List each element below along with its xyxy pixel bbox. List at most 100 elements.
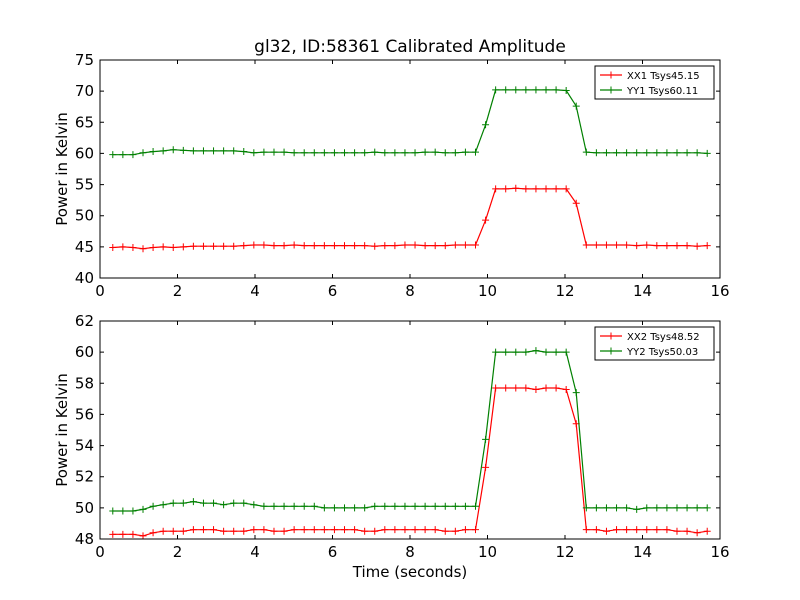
data-point — [562, 386, 570, 394]
data-point — [633, 526, 641, 534]
legend-box — [594, 65, 715, 100]
data-point — [582, 526, 590, 534]
data-point — [320, 149, 328, 157]
data-point — [341, 149, 349, 157]
data-point — [411, 149, 419, 157]
data-point — [582, 504, 590, 512]
y-tick-label: 54 — [75, 437, 94, 455]
data-point — [572, 199, 580, 207]
data-point — [361, 527, 369, 535]
data-point — [199, 499, 207, 507]
data-point — [250, 526, 258, 534]
data-point — [482, 121, 490, 129]
data-point — [220, 147, 228, 155]
data-point — [411, 526, 419, 534]
data-point — [482, 463, 490, 471]
data-point — [320, 526, 328, 534]
data-point — [189, 147, 197, 155]
data-point — [189, 498, 197, 506]
data-point — [270, 148, 278, 156]
x-tick-label: 16 — [710, 282, 729, 300]
data-point — [250, 149, 258, 157]
data-point — [119, 530, 127, 538]
data-point — [502, 185, 510, 193]
data-point — [602, 149, 610, 157]
data-point — [542, 185, 550, 193]
data-point — [552, 86, 560, 94]
data-point — [613, 241, 621, 249]
data-point — [461, 148, 469, 156]
data-point — [210, 499, 218, 507]
data-point — [320, 242, 328, 250]
data-point — [492, 348, 500, 356]
data-point — [582, 148, 590, 156]
data-point — [411, 502, 419, 510]
data-point — [391, 502, 399, 510]
data-point — [230, 242, 238, 250]
data-point — [391, 526, 399, 534]
chart-title: gl32, ID:58361 Calibrated Amplitude — [254, 37, 566, 57]
data-point — [361, 504, 369, 512]
data-point — [189, 242, 197, 250]
data-point — [260, 526, 268, 534]
data-point — [330, 526, 338, 534]
data-point — [240, 499, 248, 507]
x-tick-label: 10 — [478, 543, 497, 561]
data-point — [371, 527, 379, 535]
data-point — [129, 151, 137, 159]
y-axis-label: Power in Kelvin — [53, 112, 71, 226]
data-point — [461, 241, 469, 249]
data-point — [199, 242, 207, 250]
data-point — [703, 527, 711, 535]
data-point — [532, 185, 540, 193]
data-point — [602, 504, 610, 512]
data-point — [471, 526, 479, 534]
y-tick-label: 50 — [75, 499, 94, 517]
data-point — [421, 502, 429, 510]
data-point — [441, 242, 449, 250]
data-point — [260, 241, 268, 249]
data-point — [421, 526, 429, 534]
data-point — [351, 504, 359, 512]
data-point — [371, 148, 379, 156]
data-point — [431, 526, 439, 534]
data-point — [260, 502, 268, 510]
data-point — [381, 526, 389, 534]
data-point — [199, 526, 207, 534]
data-point — [471, 241, 479, 249]
data-point — [280, 502, 288, 510]
x-tick-label: 6 — [328, 282, 338, 300]
data-point — [683, 527, 691, 535]
data-point — [633, 149, 641, 157]
y-tick-label: 55 — [75, 176, 94, 194]
data-point — [703, 242, 711, 250]
data-point — [401, 241, 409, 249]
data-point — [542, 348, 550, 356]
data-point — [693, 149, 701, 157]
series-line-1 — [112, 187, 708, 250]
y-tick-label: 58 — [75, 374, 94, 392]
data-point — [623, 526, 631, 534]
data-point — [320, 504, 328, 512]
y-tick-label: 60 — [75, 144, 94, 162]
data-point — [663, 149, 671, 157]
data-point — [220, 501, 228, 509]
data-point — [351, 526, 359, 534]
data-point — [240, 527, 248, 535]
data-point — [683, 504, 691, 512]
data-point — [109, 243, 117, 251]
y-tick-label: 70 — [75, 82, 94, 100]
data-point — [230, 527, 238, 535]
data-point — [371, 242, 379, 250]
data-point — [451, 241, 459, 249]
data-point — [169, 243, 177, 251]
data-point — [502, 384, 510, 392]
data-point — [623, 149, 631, 157]
data-point — [693, 504, 701, 512]
data-point — [542, 384, 550, 392]
data-point — [451, 527, 459, 535]
y-tick-label: 60 — [75, 343, 94, 361]
legend-label: XX1 Tsys45.15 — [627, 71, 700, 82]
data-point — [230, 499, 238, 507]
